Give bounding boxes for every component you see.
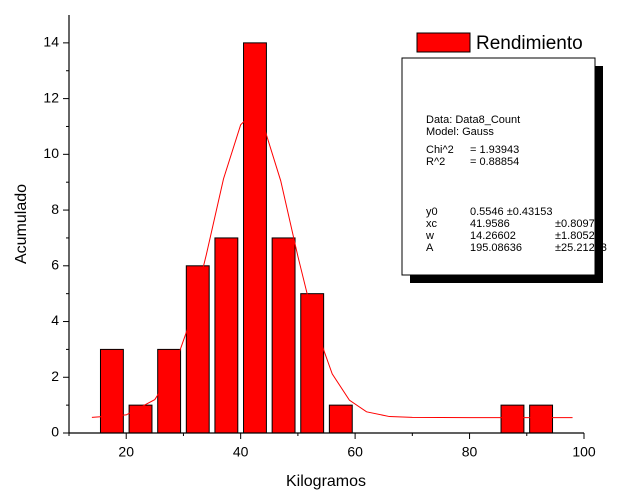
x-tick-label: 60 — [347, 444, 363, 460]
y-tick-label: 14 — [43, 34, 59, 50]
y-tick-label: 4 — [51, 312, 59, 328]
report-box — [401, 57, 596, 276]
bar — [243, 42, 267, 434]
y-tick-label: 6 — [51, 257, 59, 273]
report-text: w — [425, 230, 434, 242]
legend-label: Rendimiento — [476, 33, 583, 54]
report-text: R^2 — [426, 156, 445, 168]
bar — [157, 348, 182, 434]
x-tick-label: 40 — [233, 444, 249, 460]
bar — [128, 404, 153, 434]
legend-swatch — [416, 32, 471, 53]
report-text: A — [426, 242, 434, 254]
y-tick-label: 10 — [43, 145, 59, 161]
report-text: 0.5546 ±0.43153 — [470, 206, 553, 218]
x-tick-label: 100 — [572, 444, 596, 460]
report-text: 195.08636 — [470, 242, 522, 254]
y-tick-label: 0 — [51, 424, 59, 440]
x-tick-label: 80 — [462, 444, 478, 460]
fit-curve — [91, 112, 573, 419]
bar — [214, 237, 239, 434]
report-text: xc — [426, 218, 438, 230]
report-text: = 0.88854 — [470, 156, 519, 168]
bar — [500, 404, 525, 434]
y-tick-label: 2 — [51, 368, 59, 384]
report-text: ±0.8097 — [555, 218, 595, 230]
y-tick-label: 12 — [43, 89, 59, 105]
report-text: Model: Gauss — [426, 126, 494, 138]
bar — [328, 404, 353, 434]
bar — [529, 404, 554, 434]
report-text: = 1.93943 — [470, 144, 519, 156]
bar — [99, 348, 124, 434]
report-text: ±25.21253 — [555, 242, 607, 254]
y-axis-title: Acumulado — [13, 184, 30, 264]
report-text: ±1.80526 — [555, 230, 601, 242]
y-tick-label: 8 — [51, 201, 59, 217]
x-axis-title: Kilogramos — [286, 473, 366, 490]
x-tick-label: 20 — [118, 444, 134, 460]
bar — [271, 237, 296, 434]
report-text: Data: Data8_Count — [426, 114, 520, 126]
report-text: 14.26602 — [470, 230, 516, 242]
report-text: y0 — [426, 206, 438, 218]
report-text: 41.9586 — [470, 218, 510, 230]
report-text: Chi^2 — [426, 144, 454, 156]
